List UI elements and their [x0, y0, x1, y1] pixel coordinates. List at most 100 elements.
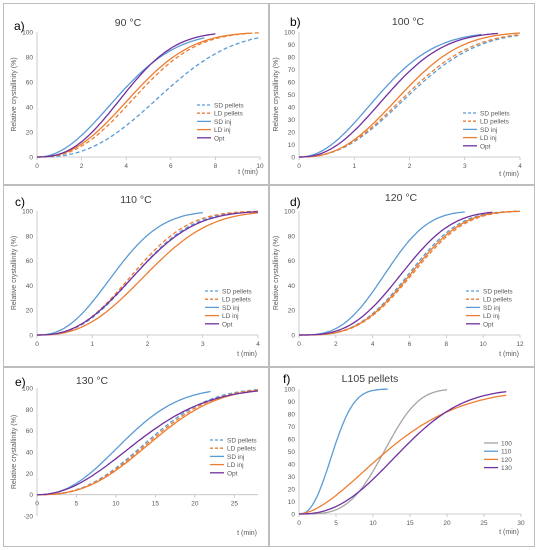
series-line: [299, 33, 482, 158]
x-axis-label: t (min): [238, 169, 258, 176]
x-tick-label: 4: [124, 163, 128, 170]
y-tick-label: 70: [288, 424, 296, 431]
x-tick-label: 2: [408, 163, 412, 170]
series-line: [299, 389, 448, 515]
y-tick-label: 30: [288, 117, 296, 124]
y-tick-label: 20: [288, 130, 296, 137]
series-line: [299, 32, 521, 158]
y-tick-label: 40: [288, 283, 296, 290]
y-tick-label: 80: [288, 412, 296, 419]
y-tick-label: 80: [288, 233, 296, 240]
panel-d-frame: [269, 185, 535, 367]
x-tick-label: 0: [35, 341, 39, 348]
x-tick-label: 3: [201, 341, 205, 348]
legend-label: SD pellets: [480, 111, 510, 118]
y-tick-label: 100: [22, 209, 33, 216]
series-line: [299, 210, 521, 336]
legend-label: 130: [501, 465, 512, 472]
series-line: [299, 211, 493, 336]
legend-label: SD inj: [222, 305, 239, 312]
legend-label: SD inj: [483, 305, 500, 312]
y-tick-label: 0: [291, 155, 295, 162]
y-tick-label: 10: [288, 142, 296, 149]
x-tick-label: 6: [408, 341, 412, 348]
y-tick-label: 40: [288, 105, 296, 112]
y-tick-label: 50: [288, 449, 296, 456]
x-axis-label: t (min): [499, 171, 519, 178]
panel-c: c) 110 °C 0 20 40 60 80 100 0 1 2 3 4 Relative crysta…: [11, 194, 260, 358]
x-tick-label: 2: [334, 341, 338, 348]
y-tick-label: 80: [26, 55, 34, 62]
series-line: [299, 388, 388, 515]
legend-label: Opt: [214, 135, 225, 142]
y-tick-label: 90: [288, 42, 296, 49]
legend-label: SD inj: [214, 119, 231, 126]
legend-label: LD inj: [214, 127, 231, 134]
x-tick-label: 10: [256, 163, 264, 170]
series-line: [37, 32, 249, 158]
series-line: [37, 388, 259, 496]
y-tick-label: 60: [288, 258, 296, 265]
y-tick-label: 40: [288, 462, 296, 469]
x-tick-label: 6: [169, 163, 173, 170]
legend-label: SD pellets: [222, 289, 252, 296]
legend-label: LD pellets: [222, 297, 252, 304]
legend-label: SD inj: [480, 127, 497, 134]
legend-label: 100: [501, 441, 512, 448]
y-tick-label: 80: [26, 407, 34, 414]
series-line: [299, 33, 521, 158]
y-tick-label: 40: [26, 450, 34, 457]
y-tick-label: 100: [284, 209, 295, 216]
y-tick-label: 0: [291, 512, 295, 519]
y-tick-label: 20: [26, 308, 34, 315]
x-tick-label: 0: [35, 163, 39, 170]
panel-label: e): [15, 375, 26, 389]
panel-a: a) 90 °C 0 20 40 60 80 100 0 2 4 6 8 10 Relative cryst…: [11, 17, 264, 176]
series-line: [36, 390, 259, 496]
series-line: [299, 211, 465, 336]
x-tick-label: 10: [369, 520, 377, 527]
legend-label: LD inj: [480, 135, 497, 142]
x-tick-label: 3: [463, 163, 467, 170]
x-tick-label: 2: [80, 163, 84, 170]
panel-c-frame: [3, 185, 269, 367]
x-tick-label: 5: [334, 520, 338, 527]
panel-label: d): [290, 195, 301, 209]
series-line: [299, 32, 498, 158]
series-line: [299, 210, 521, 336]
panel-f: f) L105 pellets 0 10 20 30 40 50 60 70 80 90 100 0 5 10…: [283, 372, 525, 536]
legend-label: Opt: [483, 321, 494, 328]
legend-label: SD inj: [227, 454, 244, 461]
chart-title: 120 °C: [385, 192, 418, 204]
y-tick-label: 0: [29, 155, 33, 162]
panel-label: b): [290, 15, 301, 29]
y-tick-label: 20: [288, 308, 296, 315]
y-axis-label: Relative crystallinity (%): [11, 236, 18, 310]
x-tick-label: 0: [297, 341, 301, 348]
y-tick-label: 100: [284, 30, 295, 37]
y-tick-label: 50: [288, 92, 296, 99]
panel-a-frame: [3, 3, 269, 185]
series-line: [299, 391, 507, 515]
y-tick-label: 60: [288, 80, 296, 87]
series-line: [299, 210, 521, 336]
series-line: [37, 389, 259, 496]
legend-label: SD pellets: [214, 103, 244, 110]
legend-label: LD pellets: [227, 446, 257, 453]
y-tick-label: 100: [22, 386, 33, 393]
series-line: [37, 36, 261, 158]
panel-b-frame: [269, 3, 535, 185]
x-axis-label: t (min): [237, 351, 257, 358]
y-tick-label: 60: [26, 80, 34, 87]
x-tick-label: 4: [371, 341, 375, 348]
x-tick-label: 8: [214, 163, 218, 170]
y-axis-label: Relative crystallinity (%): [11, 57, 18, 131]
series-line: [37, 389, 259, 496]
y-tick-label: 0: [291, 333, 295, 340]
x-tick-label: 4: [518, 163, 522, 170]
legend-label: LD pellets: [483, 297, 513, 304]
y-tick-label: 20: [26, 130, 34, 137]
series-line: [37, 212, 203, 336]
y-axis-label: Relative crystallinity (%): [11, 415, 18, 489]
chart-title: 100 °C: [392, 16, 425, 28]
